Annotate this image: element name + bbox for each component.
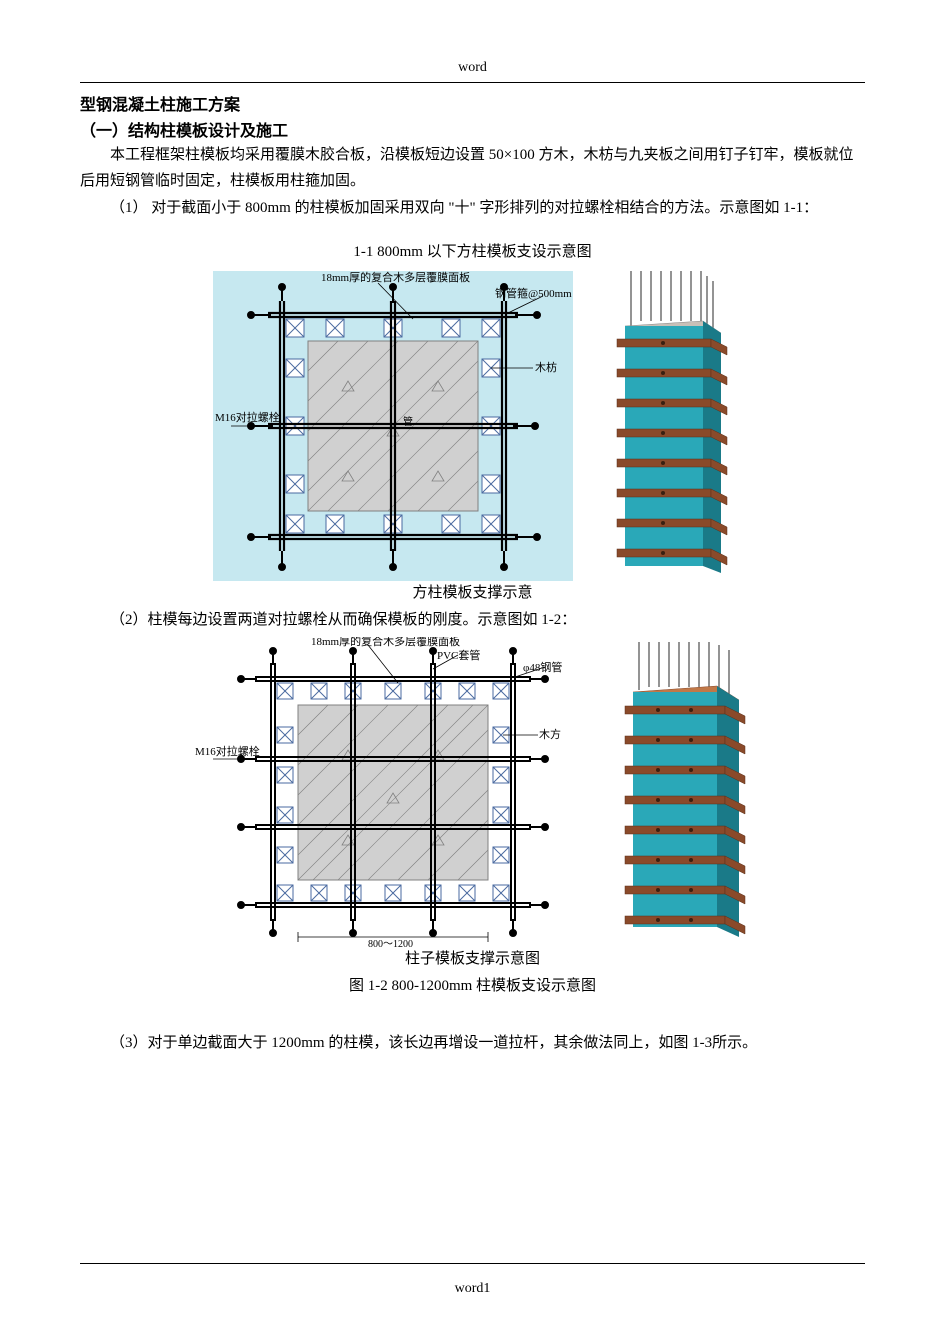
- page-header: word: [80, 60, 865, 76]
- fig1-label-panel: 18mm厚的复合木多层覆膜面板: [321, 271, 470, 284]
- paragraph-intro: 本工程框架柱模板均采用覆膜木胶合板，沿模板短边设置 50×100 方木，木枋与九…: [80, 143, 865, 194]
- figure2-3d-column: [613, 642, 753, 942]
- fig1-label-wood: 木枋: [535, 360, 557, 374]
- paragraph-item3: （3）对于单边截面大于 1200mm 的柱模，该长边再增设一道拉杆，其余做法同上…: [80, 1031, 865, 1057]
- page-footer: word1: [0, 1281, 945, 1297]
- figure2-caption1: 柱子模板支撑示意图: [80, 947, 865, 968]
- figure1-3d-column: [603, 271, 733, 581]
- figure1-caption: 方柱模板支撑示意: [80, 581, 865, 602]
- svg-text:管: 管: [403, 415, 413, 428]
- figure1-wrap: 管: [80, 271, 865, 581]
- fig2-label-panel: 18mm厚的复合木多层覆膜面板: [311, 637, 460, 648]
- document-page: word 型钢混凝土柱施工方案 （一）结构柱模板设计及施工 本工程框架柱模板均采…: [0, 0, 945, 1337]
- fig1-label-pipehoop: 钢管箍@500mm: [495, 286, 572, 300]
- fig2-label-pvc: PVC套管: [437, 648, 480, 662]
- section-title-1: （一）结构柱模板设计及施工: [80, 117, 865, 141]
- doc-title: 型钢混凝土柱施工方案: [80, 91, 865, 115]
- figure1-plan-diagram: 管: [213, 271, 573, 581]
- fig2-label-dim: 800～1200: [368, 939, 413, 947]
- figure2-plan-diagram: 800～1200 18mm厚的复合木多层覆膜面板 PVC套管 φ48钢管 木方 …: [193, 637, 583, 947]
- fig2-label-wood: 木方: [539, 727, 561, 741]
- paragraph-item2: （2）柱模每边设置两道对拉螺栓从而确保模板的刚度。示意图如 1-2：: [80, 608, 865, 634]
- footer-rule: [80, 1263, 865, 1264]
- header-rule: [80, 82, 865, 83]
- fig2-label-pipe48: φ48钢管: [523, 660, 562, 674]
- figure1-title: 1-1 800mm 以下方柱模板支设示意图: [80, 240, 865, 261]
- paragraph-item1: （1） 对于截面小于 800mm 的柱模板加固采用双向 "十" 字形排列的对拉螺…: [80, 196, 865, 222]
- figure2-wrap: 800～1200 18mm厚的复合木多层覆膜面板 PVC套管 φ48钢管 木方 …: [80, 637, 865, 947]
- figure2-caption2: 图 1-2 800-1200mm 柱模板支设示意图: [80, 974, 865, 995]
- fig1-label-bolt: M16对拉螺栓: [215, 410, 280, 424]
- fig2-label-bolt: M16对拉螺栓: [195, 744, 260, 758]
